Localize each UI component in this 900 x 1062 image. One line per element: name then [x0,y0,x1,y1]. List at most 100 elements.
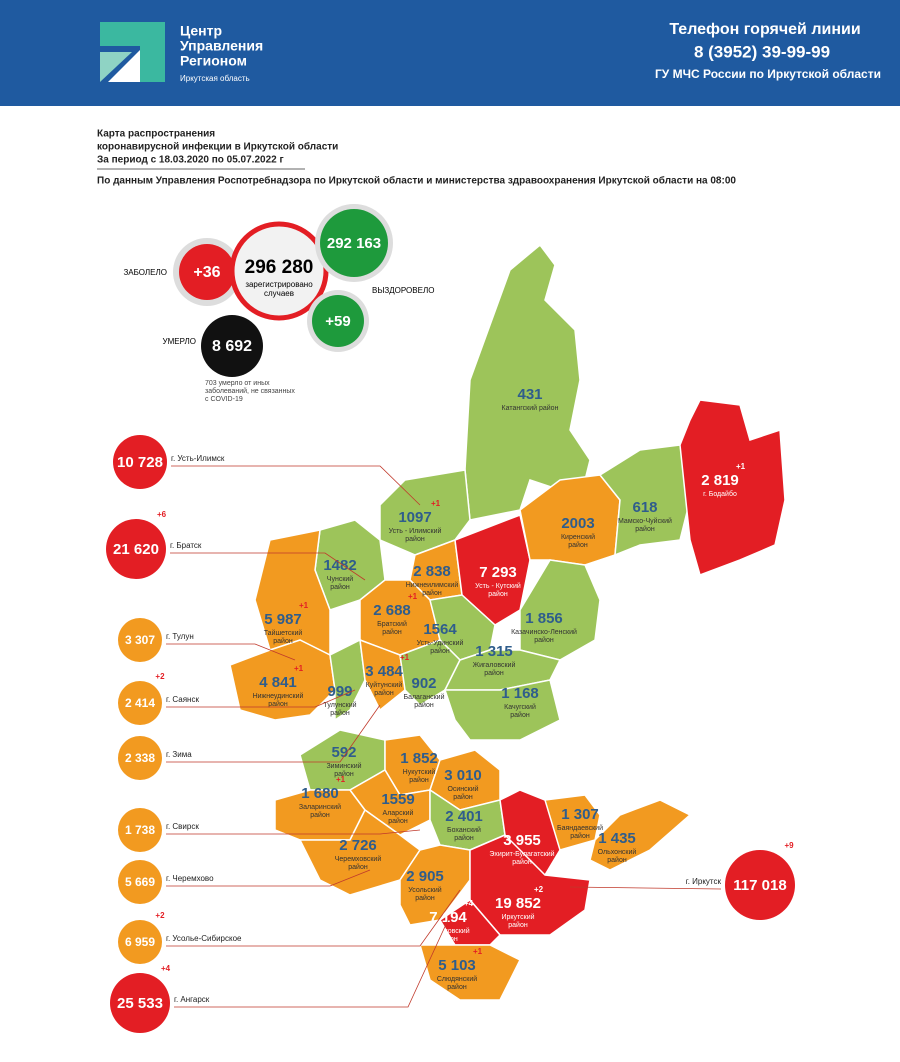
region-name: Баяндаевский [557,824,603,832]
died-label: УМЕРЛО [163,337,196,346]
region-value: 902 [411,675,436,692]
recovered-new: +59 [325,313,350,330]
region-name: Слюдянский [437,975,477,983]
died-note: с COVID-19 [205,396,243,403]
region-new: +1 [431,499,441,508]
city-name: г. Ангарск [174,995,210,1004]
city-value: 2 338 [125,751,155,765]
region-name: район [453,793,473,801]
died-note: заболеваний, не связанных [205,387,295,395]
city-circle [725,850,795,920]
region-name: Усть-Удинский [417,639,464,647]
region-value: 4 841 [259,674,297,691]
died-circle [201,315,263,377]
region-name: Ольхонский [598,848,637,856]
region-name: район [330,583,350,591]
region-name: Усольский [408,886,442,894]
hotline-title: Телефон горячей линии [669,21,860,38]
region-value: 2 726 [339,837,377,854]
region-name: район [268,700,288,708]
region-name: Шелеховский [426,927,469,935]
logo-text: Центр [180,23,222,39]
city-value: 25 533 [117,995,163,1012]
died: 8 692 [212,338,252,355]
region-name: Мамско-Чуйский [618,517,672,525]
leader-line [174,919,449,1008]
region-name: г. Бодайбо [703,490,737,498]
total-caption: случаев [264,289,294,298]
region-name: Тулунский [323,701,356,709]
region-name: район [534,636,554,644]
region-name: Усть - Илимский [389,527,442,535]
city-new: +4 [161,964,171,973]
region-name: Киренский [561,533,595,541]
region-name: Жигаловский [473,661,516,669]
region-name: район [510,711,530,719]
region-new: +1 [336,775,346,784]
city-circle [118,736,162,780]
city-name: г. Братск [170,541,202,550]
region-name: Нижнеудинский [253,692,304,700]
region-name: район [405,535,425,543]
city-circle [113,435,167,489]
city-value: 117 018 [733,877,786,894]
region-name: район [414,701,434,709]
region-value: 3 010 [444,767,482,784]
leader-line [166,689,356,708]
region-name: Братский [377,620,407,628]
region-new: +1 [299,601,309,610]
region-name: район [415,894,435,902]
leader-line [166,829,421,835]
region-value: 2 401 [445,808,483,825]
leader-line [166,869,371,887]
region-name: Тайшетский [264,629,303,637]
city-new: +6 [157,510,167,519]
region-name: район [374,689,394,697]
region-new: +1 [400,653,410,662]
city-circle [106,519,166,579]
region-name: район [447,983,467,991]
region-name: Заларинский [299,803,341,811]
region-value: 1 168 [501,685,539,702]
region-name: Нижнеилимский [406,581,459,589]
region-name: район [635,525,655,533]
region-name: район [488,590,508,598]
city-circle [118,808,162,852]
total: 296 280 [245,257,314,278]
region-name: район [438,935,458,943]
city-circle [110,973,170,1033]
region-value: 618 [632,499,657,516]
region-value: 2 819 [701,472,739,489]
region-value: 1 307 [561,806,599,823]
region-value: 7 194 [429,909,467,926]
logo-text: Управления [180,38,263,54]
region-name: район [454,834,474,842]
recovered-circle [320,209,388,277]
region-value: 2 688 [373,602,411,619]
region-shape [679,399,786,576]
region-name: район [334,770,354,778]
region-name: Катангский район [502,404,559,412]
region-shape [464,243,591,521]
region-name: район [348,863,368,871]
city-name: г. Усолье-Сибирское [166,934,242,943]
region-shape [443,679,561,741]
city-name: г. Свирск [166,822,199,831]
leader-line [170,552,366,581]
region-name: район [273,637,293,645]
city-circle [118,860,162,904]
region-name: район [430,647,450,655]
leader-line [166,643,296,661]
region-name: район [568,541,588,549]
region-name: район [570,832,590,840]
source-note: По данным Управления Роспотребнадзора по… [97,175,736,187]
city-name: г. Черемхово [166,874,214,883]
region-name: Усть - Кутский [475,582,521,590]
region-name: район [409,776,429,784]
region-new: +1 [294,664,304,673]
city-value: 1 738 [125,823,155,837]
region-value: 3 955 [503,832,541,849]
region-name: Нукутский [403,768,436,776]
region-value: 2 905 [406,868,444,885]
